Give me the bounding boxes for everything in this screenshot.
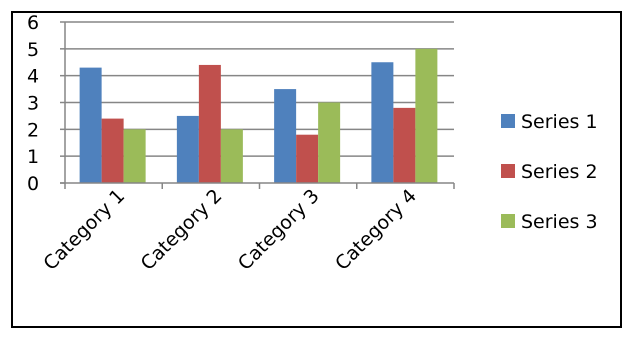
- bar: [318, 102, 341, 183]
- category-label: Category 3: [234, 185, 324, 275]
- bar: [198, 64, 221, 183]
- bar: [296, 134, 319, 183]
- bar: [176, 115, 199, 183]
- legend-swatch: [501, 114, 515, 128]
- y-tick-label: 2: [27, 119, 39, 141]
- legend-label: Series 2: [521, 161, 598, 183]
- legend-swatch: [501, 214, 515, 228]
- y-tick-label: 3: [27, 93, 39, 115]
- category-label: Category 4: [331, 185, 421, 275]
- category-label: Category 2: [137, 185, 227, 275]
- y-tick-label: 4: [27, 66, 39, 88]
- legend-swatch: [501, 164, 515, 178]
- legend-label: Series 1: [521, 111, 598, 133]
- bar: [220, 129, 243, 183]
- y-tick-label: 0: [27, 173, 39, 195]
- bar: [371, 62, 394, 183]
- y-tick-label: 1: [27, 146, 39, 168]
- bar: [123, 129, 146, 183]
- bar: [79, 67, 102, 183]
- legend-label: Series 3: [521, 211, 598, 233]
- y-tick-label: 5: [27, 39, 39, 61]
- bar: [101, 118, 124, 183]
- category-label: Category 1: [39, 185, 129, 275]
- bar: [393, 107, 416, 183]
- bar: [415, 48, 438, 184]
- bar: [274, 89, 297, 183]
- y-tick-label: 6: [27, 12, 39, 34]
